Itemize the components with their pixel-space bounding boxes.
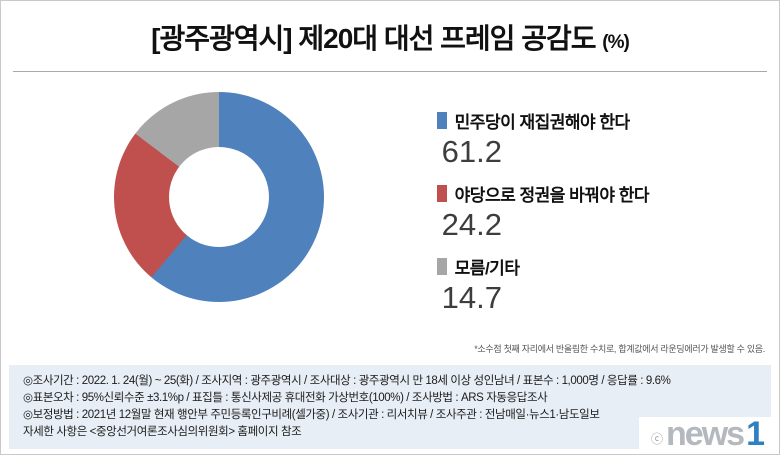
page-title-unit: (%)	[602, 32, 630, 53]
legend-label-row: 야당으로 정권을 바꿔야 한다	[436, 181, 779, 206]
legend-marker-red	[436, 185, 447, 202]
legend: 민주당이 재집권해야 한다 61.2 야당으로 정권을 바꿔야 한다 24.2 …	[436, 88, 779, 338]
legend-label: 모름/기타	[454, 259, 520, 278]
legend-entry-unknown: 모름/기타 14.7	[436, 254, 779, 316]
page-title: [광주광역시] 제20대 대선 프레임 공감도 (%)	[151, 23, 630, 54]
legend-value: 14.7	[441, 280, 503, 315]
news1-logo-one-text: 1	[746, 415, 765, 454]
donut-chart	[113, 92, 324, 302]
legend-marker-blue	[436, 112, 447, 129]
news1-logo: ⓒ news 1	[639, 415, 771, 454]
title-row: [광주광역시] 제20대 대선 프레임 공감도 (%)	[1, 17, 779, 57]
survey-info-box: ◎조사기간 : 2022. 1. 24(월) ~ 25(화) / 조사지역 : …	[9, 365, 771, 449]
survey-info-line: 자세한 사항은 <중앙선거여론조사심의위원회> 홈페이지 참조	[23, 426, 302, 438]
donut-hole	[168, 147, 269, 247]
legend-entry-opposition: 야당으로 정권을 바꿔야 한다 24.2	[436, 181, 779, 243]
legend-value: 61.2	[441, 134, 503, 169]
title-divider	[13, 71, 767, 72]
survey-info-line: ◎조사기간 : 2022. 1. 24(월) ~ 25(화) / 조사지역 : …	[23, 375, 671, 387]
news1-logo-news-text: news	[666, 415, 745, 454]
page-title-text: [광주광역시] 제20대 대선 프레임 공감도	[151, 23, 596, 54]
legend-marker-gray	[436, 258, 447, 275]
rounding-footnote: *소수점 첫째 자리에서 반올림한 수치로, 합계값에서 라운딩에러가 발생할 …	[474, 344, 765, 354]
survey-info-line: ◎보정방법 : 2021년 12월말 현재 행안부 주민등록인구비례(셀가중) …	[23, 409, 600, 421]
legend-value: 24.2	[441, 207, 503, 242]
chart-area	[1, 88, 437, 338]
survey-info-line: ◎표본오차 : 95%신뢰수준 ±3.1%p / 표집틀 : 통신사제공 휴대전…	[23, 392, 548, 404]
chart-content: 민주당이 재집권해야 한다 61.2 야당으로 정권을 바꿔야 한다 24.2 …	[1, 88, 779, 338]
copyright-icon: ⓒ	[651, 432, 664, 446]
legend-label-row: 민주당이 재집권해야 한다	[436, 108, 779, 133]
legend-label: 야당으로 정권을 바꿔야 한다	[454, 186, 650, 205]
legend-label: 민주당이 재집권해야 한다	[454, 113, 631, 132]
legend-entry-democratic: 민주당이 재집권해야 한다 61.2	[436, 108, 779, 170]
legend-label-row: 모름/기타	[436, 254, 779, 279]
